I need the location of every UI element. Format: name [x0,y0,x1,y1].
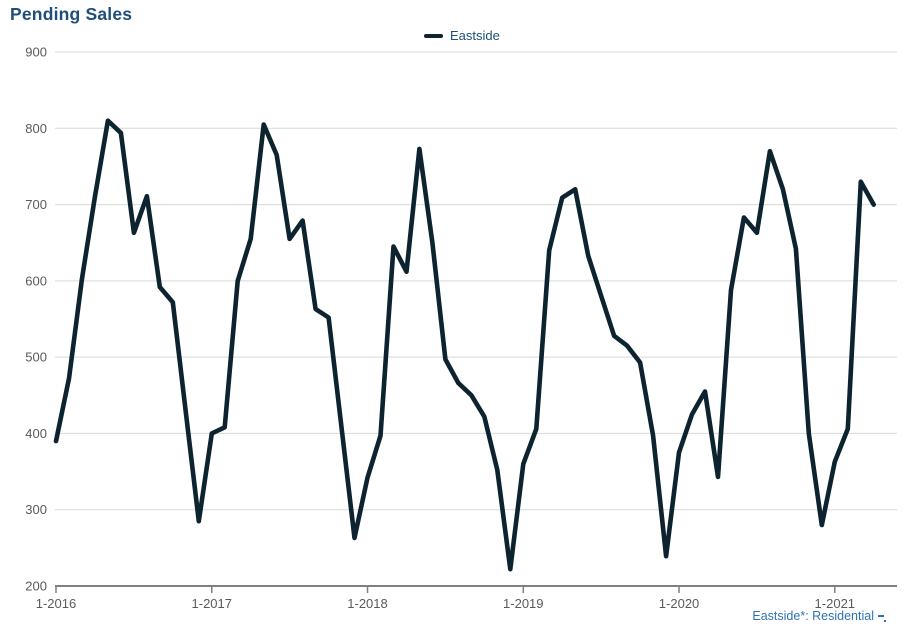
y-axis-tick-label: 800 [25,121,47,136]
footnote: Eastside*: Residential [752,609,886,623]
x-axis-tick-label: 1-2020 [659,596,699,611]
cutoff-glyph [877,609,886,622]
legend-line-swatch [424,33,443,38]
page-title: Pending Sales [10,4,133,24]
x-axis-tick-label: 1-2016 [36,596,76,611]
x-axis-tick-label: 1-2018 [347,596,387,611]
y-axis-tick-label: 200 [25,579,47,594]
legend: Eastside [424,28,500,43]
y-axis-tick-label: 900 [25,45,47,60]
x-axis-tick-label: 1-2017 [192,596,232,611]
eastside-line-series [53,118,877,572]
y-axis-tick-label: 600 [25,273,47,288]
y-axis-tick-label: 400 [25,426,47,441]
legend-label: Eastside [450,28,500,43]
x-axis-tick-label: 1-2021 [815,596,855,611]
y-axis-tick-label: 500 [25,350,47,365]
legend-item-eastside[interactable]: Eastside [424,28,500,43]
x-axis-tick-label: 1-2019 [503,596,543,611]
y-axis-tick-label: 700 [25,197,47,212]
y-axis-tick-label: 300 [25,502,47,517]
footnote-text: Eastside*: Residential [752,609,874,623]
